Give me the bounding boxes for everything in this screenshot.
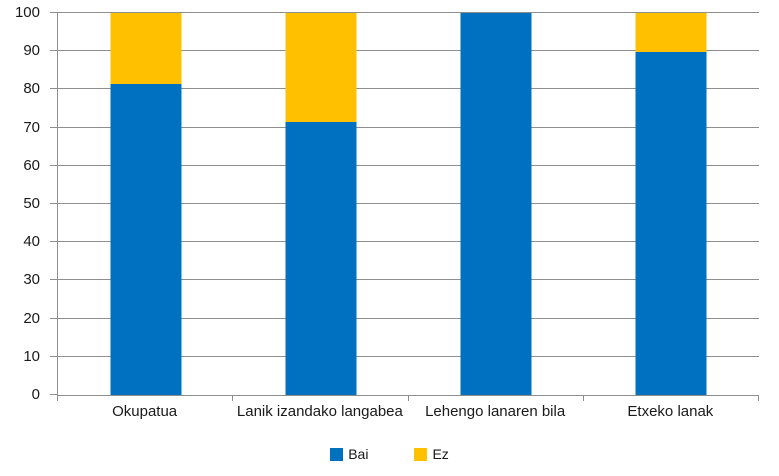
legend-swatch-ez <box>414 447 428 461</box>
bar-slot-3 <box>409 13 584 395</box>
bar-segment-bai-3 <box>460 13 532 395</box>
y-tick-label-40: 40 <box>23 233 40 251</box>
bar-segment-bai-1 <box>110 83 182 395</box>
y-tick-label-100: 100 <box>14 4 40 22</box>
y-axis-tick-80 <box>50 88 58 90</box>
y-tick-label-0: 0 <box>31 386 40 404</box>
gridline-20 <box>58 317 759 319</box>
x-category-label-1: Okupatua <box>112 403 178 420</box>
stacked-bar-4 <box>635 13 707 395</box>
y-tick-label-50: 50 <box>23 195 40 213</box>
legend-item-ez: Ez <box>414 446 449 462</box>
x-axis-labels: Okupatua Lanik izandako langabea Lehengo l… <box>57 403 758 420</box>
bar-segment-bai-2 <box>285 121 357 395</box>
y-tick-label-20: 20 <box>23 309 40 327</box>
x-category-label-3: Lehengo lanaren bila <box>425 403 566 420</box>
gridline-50 <box>58 203 759 204</box>
y-tick-label-10: 10 <box>23 347 40 365</box>
gridline-70 <box>58 126 759 128</box>
gridline-90 <box>58 50 759 52</box>
stacked-bar-1 <box>110 13 182 395</box>
bar-segment-ez-1 <box>110 13 182 84</box>
gridline-60 <box>58 164 759 166</box>
gridline-10 <box>58 355 759 357</box>
y-axis-tick-100 <box>50 12 58 13</box>
plot-area <box>50 12 759 401</box>
legend-item-bai: Bai <box>330 446 368 462</box>
y-axis-tick-50 <box>50 203 58 204</box>
x-axis-tick-3 <box>582 396 584 401</box>
x-axis-tick-2 <box>407 396 409 401</box>
gridline-100 <box>58 12 759 13</box>
bar-slot-1 <box>58 13 233 395</box>
y-tick-label-80: 80 <box>23 80 40 98</box>
stacked-bar-2 <box>285 13 357 395</box>
y-tick-label-70: 70 <box>23 118 40 136</box>
stacked-bar-3 <box>460 13 532 395</box>
y-axis-tick-40 <box>50 241 58 243</box>
x-category-label-2: Lanik izandako langabea <box>236 403 403 420</box>
legend: Bai Ez <box>0 446 779 462</box>
y-axis-tick-90 <box>50 50 58 52</box>
legend-label-bai: Bai <box>348 446 369 462</box>
y-axis-tick-30 <box>50 279 58 281</box>
gridline-40 <box>58 241 759 243</box>
bar-slot-2 <box>233 13 408 395</box>
bar-segment-ez-4 <box>635 13 707 53</box>
bar-slot-4 <box>584 13 759 395</box>
y-tick-label-90: 90 <box>23 42 40 60</box>
x-axis-tick-1 <box>232 396 234 401</box>
bar-segment-bai-4 <box>635 52 707 395</box>
legend-swatch-bai <box>330 447 344 461</box>
y-tick-label-60: 60 <box>23 156 40 174</box>
y-axis-tick-10 <box>50 355 58 357</box>
x-axis-tick-4 <box>758 396 759 401</box>
legend-label-ez: Ez <box>432 446 449 462</box>
y-axis-labels: 0 10 20 30 40 50 60 70 80 90 100 <box>0 5 57 402</box>
gridline-80 <box>58 88 759 90</box>
x-category-label-4: Etxeko lanak <box>627 403 714 420</box>
y-axis-tick-0 <box>50 394 58 395</box>
y-axis-tick-20 <box>50 317 58 319</box>
bars-container <box>58 13 759 395</box>
y-axis-tick-60 <box>50 164 58 166</box>
x-axis-tick-0 <box>57 396 58 401</box>
bar-segment-ez-2 <box>285 13 357 122</box>
y-tick-label-30: 30 <box>23 271 40 289</box>
y-axis-tick-70 <box>50 126 58 128</box>
gridline-30 <box>58 279 759 281</box>
